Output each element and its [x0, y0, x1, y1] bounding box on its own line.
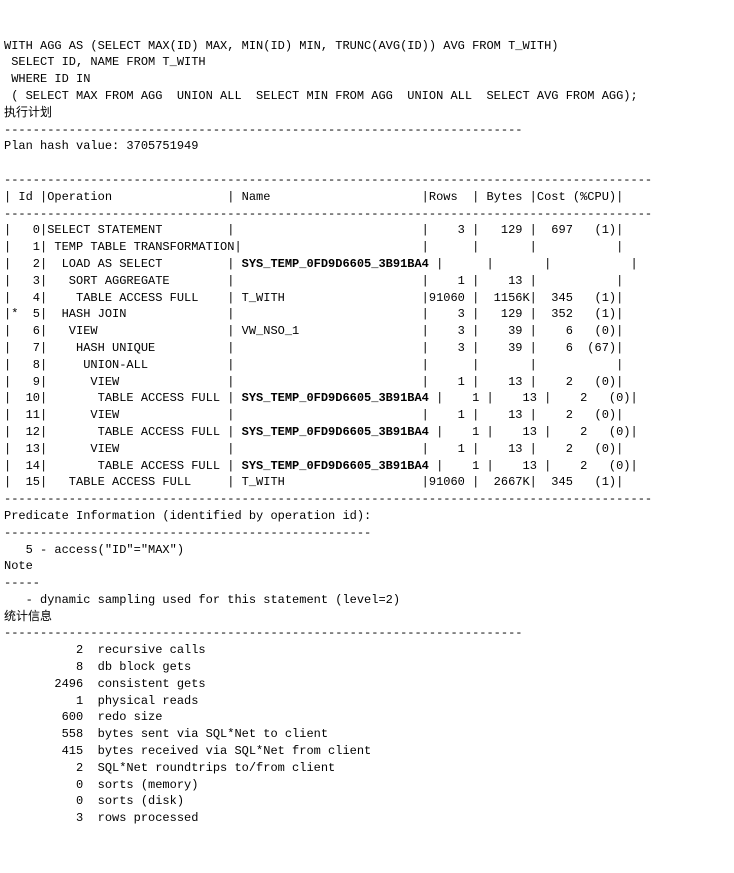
stat-line: 0 sorts (memory): [4, 778, 198, 792]
divider: ----------------------------------------…: [4, 492, 652, 506]
divider: ----------------------------------------…: [4, 207, 652, 221]
temp-table-name: SYS_TEMP_0FD9D6605_3B91BA4: [242, 459, 429, 473]
divider: ----------------------------------------…: [4, 123, 522, 137]
stat-line: 415 bytes received via SQL*Net from clie…: [4, 744, 371, 758]
plan-row: | 14| TABLE ACCESS FULL | SYS_TEMP_0FD9D…: [4, 459, 638, 473]
stat-line: 2 recursive calls: [4, 643, 206, 657]
plan-row: | 11| VIEW | | 1 | 13 | 2 (0)|: [4, 408, 623, 422]
stat-line: 2 SQL*Net roundtrips to/from client: [4, 761, 335, 775]
note-label: Note: [4, 559, 33, 573]
temp-table-name: SYS_TEMP_0FD9D6605_3B91BA4: [242, 425, 429, 439]
temp-table-name: SYS_TEMP_0FD9D6605_3B91BA4: [242, 257, 429, 271]
temp-table-name: SYS_TEMP_0FD9D6605_3B91BA4: [242, 391, 429, 405]
plan-row: | 13| VIEW | | 1 | 13 | 2 (0)|: [4, 442, 623, 456]
stat-line: 558 bytes sent via SQL*Net to client: [4, 727, 328, 741]
sql-line: WITH AGG AS (SELECT MAX(ID) MAX, MIN(ID)…: [4, 39, 559, 53]
note-line: - dynamic sampling used for this stateme…: [4, 593, 400, 607]
divider: ----------------------------------------…: [4, 626, 522, 640]
stat-line: 0 sorts (disk): [4, 794, 184, 808]
plan-hash: Plan hash value: 3705751949: [4, 139, 198, 153]
stats-label: 统计信息: [4, 610, 52, 624]
divider: ----------------------------------------…: [4, 526, 371, 540]
plan-row: |* 5| HASH JOIN | | 3 | 129 | 352 (1)|: [4, 307, 623, 321]
plan-row: | 4| TABLE ACCESS FULL | T_WITH |91060 |…: [4, 291, 623, 305]
stat-line: 3 rows processed: [4, 811, 198, 825]
sql-line: WHERE ID IN: [4, 72, 90, 86]
plan-row: | 3| SORT AGGREGATE | | 1 | 13 | |: [4, 274, 623, 288]
sql-line: SELECT ID, NAME FROM T_WITH: [4, 55, 206, 69]
plan-row: | 15| TABLE ACCESS FULL | T_WITH |91060 …: [4, 475, 623, 489]
plan-row: | 6| VIEW | VW_NSO_1 | 3 | 39 | 6 (0)|: [4, 324, 623, 338]
stat-line: 600 redo size: [4, 710, 162, 724]
plan-row: | 2| LOAD AS SELECT | SYS_TEMP_0FD9D6605…: [4, 257, 638, 271]
exec-plan-label: 执行计划: [4, 106, 52, 120]
sql-line: ( SELECT MAX FROM AGG UNION ALL SELECT M…: [4, 89, 638, 103]
plan-row: | 10| TABLE ACCESS FULL | SYS_TEMP_0FD9D…: [4, 391, 638, 405]
stat-line: 8 db block gets: [4, 660, 191, 674]
divider: ----------------------------------------…: [4, 173, 652, 187]
plan-header: | Id |Operation | Name |Rows | Bytes |Co…: [4, 190, 623, 204]
plan-row: | 7| HASH UNIQUE | | 3 | 39 | 6 (67)|: [4, 341, 623, 355]
plan-row: | 8| UNION-ALL | | | | |: [4, 358, 623, 372]
plan-row: | 12| TABLE ACCESS FULL | SYS_TEMP_0FD9D…: [4, 425, 638, 439]
stat-line: 1 physical reads: [4, 694, 198, 708]
plan-row: | 1| TEMP TABLE TRANSFORMATION| | | | |: [4, 240, 623, 254]
plan-row: | 0|SELECT STATEMENT | | 3 | 129 | 697 (…: [4, 223, 623, 237]
divider: -----: [4, 576, 40, 590]
predicate-line: 5 - access("ID"="MAX"): [4, 543, 184, 557]
predicate-title: Predicate Information (identified by ope…: [4, 509, 371, 523]
plan-row: | 9| VIEW | | 1 | 13 | 2 (0)|: [4, 375, 623, 389]
stat-line: 2496 consistent gets: [4, 677, 206, 691]
